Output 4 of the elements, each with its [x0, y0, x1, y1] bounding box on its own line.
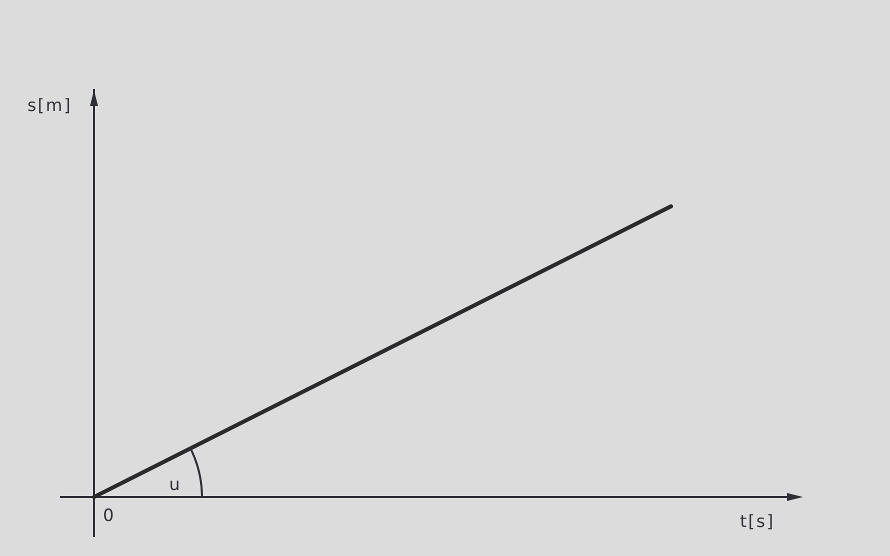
annotation: u	[169, 474, 182, 495]
text: 0	[103, 506, 116, 526]
text: s[m]	[27, 96, 72, 116]
x-axis-title: t[s]	[740, 512, 775, 532]
